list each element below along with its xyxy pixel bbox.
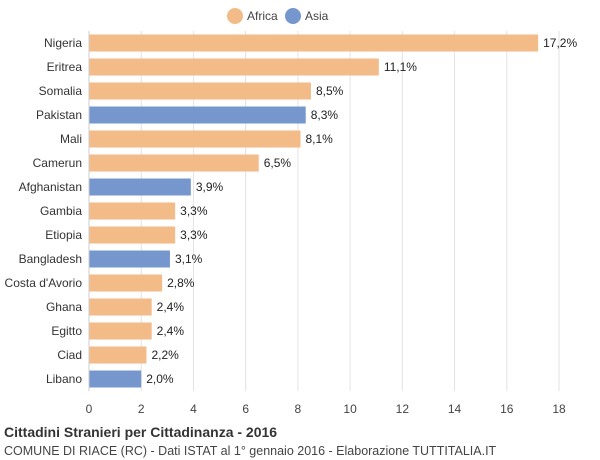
bar-mali bbox=[89, 130, 301, 148]
category-label: Afghanistan bbox=[19, 180, 82, 194]
chart-subtitle: COMUNE DI RIACE (RC) - Dati ISTAT al 1° … bbox=[4, 444, 497, 458]
x-tick-label-18: 18 bbox=[552, 402, 566, 416]
bar-camerun bbox=[89, 154, 259, 172]
value-label: 8,3% bbox=[311, 108, 339, 122]
value-label: 2,0% bbox=[146, 372, 174, 386]
bar-gambia bbox=[89, 202, 176, 220]
category-label: Nigeria bbox=[44, 36, 82, 50]
value-label: 6,5% bbox=[264, 156, 292, 170]
value-label: 11,1% bbox=[384, 60, 417, 74]
category-label: Camerun bbox=[33, 156, 82, 170]
bar-etiopia bbox=[89, 226, 176, 244]
legend-swatch-asia bbox=[285, 8, 301, 24]
value-label: 8,5% bbox=[316, 84, 344, 98]
value-label: 2,8% bbox=[167, 276, 195, 290]
bar-nigeria bbox=[89, 34, 539, 52]
value-label: 2,4% bbox=[157, 300, 185, 314]
chart-title: Cittadini Stranieri per Cittadinanza - 2… bbox=[4, 424, 278, 440]
legend-label-africa: Africa bbox=[247, 9, 278, 23]
bar-pakistan bbox=[89, 106, 306, 124]
bar-somalia bbox=[89, 82, 311, 100]
value-label: 3,3% bbox=[180, 228, 208, 242]
category-label: Etiopia bbox=[45, 228, 82, 242]
value-label: 8,1% bbox=[306, 132, 334, 146]
value-label: 17,2% bbox=[543, 36, 577, 50]
category-label: Ghana bbox=[46, 300, 82, 314]
x-tick-label-6: 6 bbox=[242, 402, 249, 416]
category-label: Costa d'Avorio bbox=[5, 276, 83, 290]
legend-swatch-africa bbox=[227, 8, 243, 24]
x-tick-label-10: 10 bbox=[343, 402, 357, 416]
x-tick-label-0: 0 bbox=[86, 402, 93, 416]
bar-costa-d-avorio bbox=[89, 274, 163, 292]
category-label: Ciad bbox=[57, 348, 82, 362]
category-label: Eritrea bbox=[47, 60, 83, 74]
category-label: Somalia bbox=[39, 84, 83, 98]
bar-libano bbox=[89, 370, 142, 388]
x-tick-label-4: 4 bbox=[190, 402, 197, 416]
bar-ghana bbox=[89, 298, 152, 316]
value-label: 2,4% bbox=[157, 324, 185, 338]
value-label: 3,3% bbox=[180, 204, 208, 218]
bar-chart: 0 2 4 6 8 10 12 14 16 18 Nigeria 17,2% Eritrea 11,1% S… bbox=[5, 8, 577, 416]
x-tick-label-14: 14 bbox=[448, 402, 462, 416]
category-label: Bangladesh bbox=[19, 252, 82, 266]
x-tick-label-2: 2 bbox=[138, 402, 145, 416]
value-label: 2,2% bbox=[151, 348, 179, 362]
category-label: Egitto bbox=[51, 324, 82, 338]
bar-ciad bbox=[89, 346, 147, 364]
legend-label-asia: Asia bbox=[305, 9, 329, 23]
bar-bangladesh bbox=[89, 250, 170, 268]
bar-afghanistan bbox=[89, 178, 191, 196]
category-label: Mali bbox=[60, 132, 82, 146]
value-label: 3,1% bbox=[175, 252, 203, 266]
category-label: Pakistan bbox=[36, 108, 82, 122]
bar-eritrea bbox=[89, 58, 379, 76]
bar-egitto bbox=[89, 322, 152, 340]
category-label: Gambia bbox=[40, 204, 82, 218]
x-tick-label-16: 16 bbox=[500, 402, 514, 416]
x-tick-label-8: 8 bbox=[295, 402, 302, 416]
x-tick-label-12: 12 bbox=[396, 402, 410, 416]
category-label: Libano bbox=[46, 372, 82, 386]
value-label: 3,9% bbox=[196, 180, 224, 194]
